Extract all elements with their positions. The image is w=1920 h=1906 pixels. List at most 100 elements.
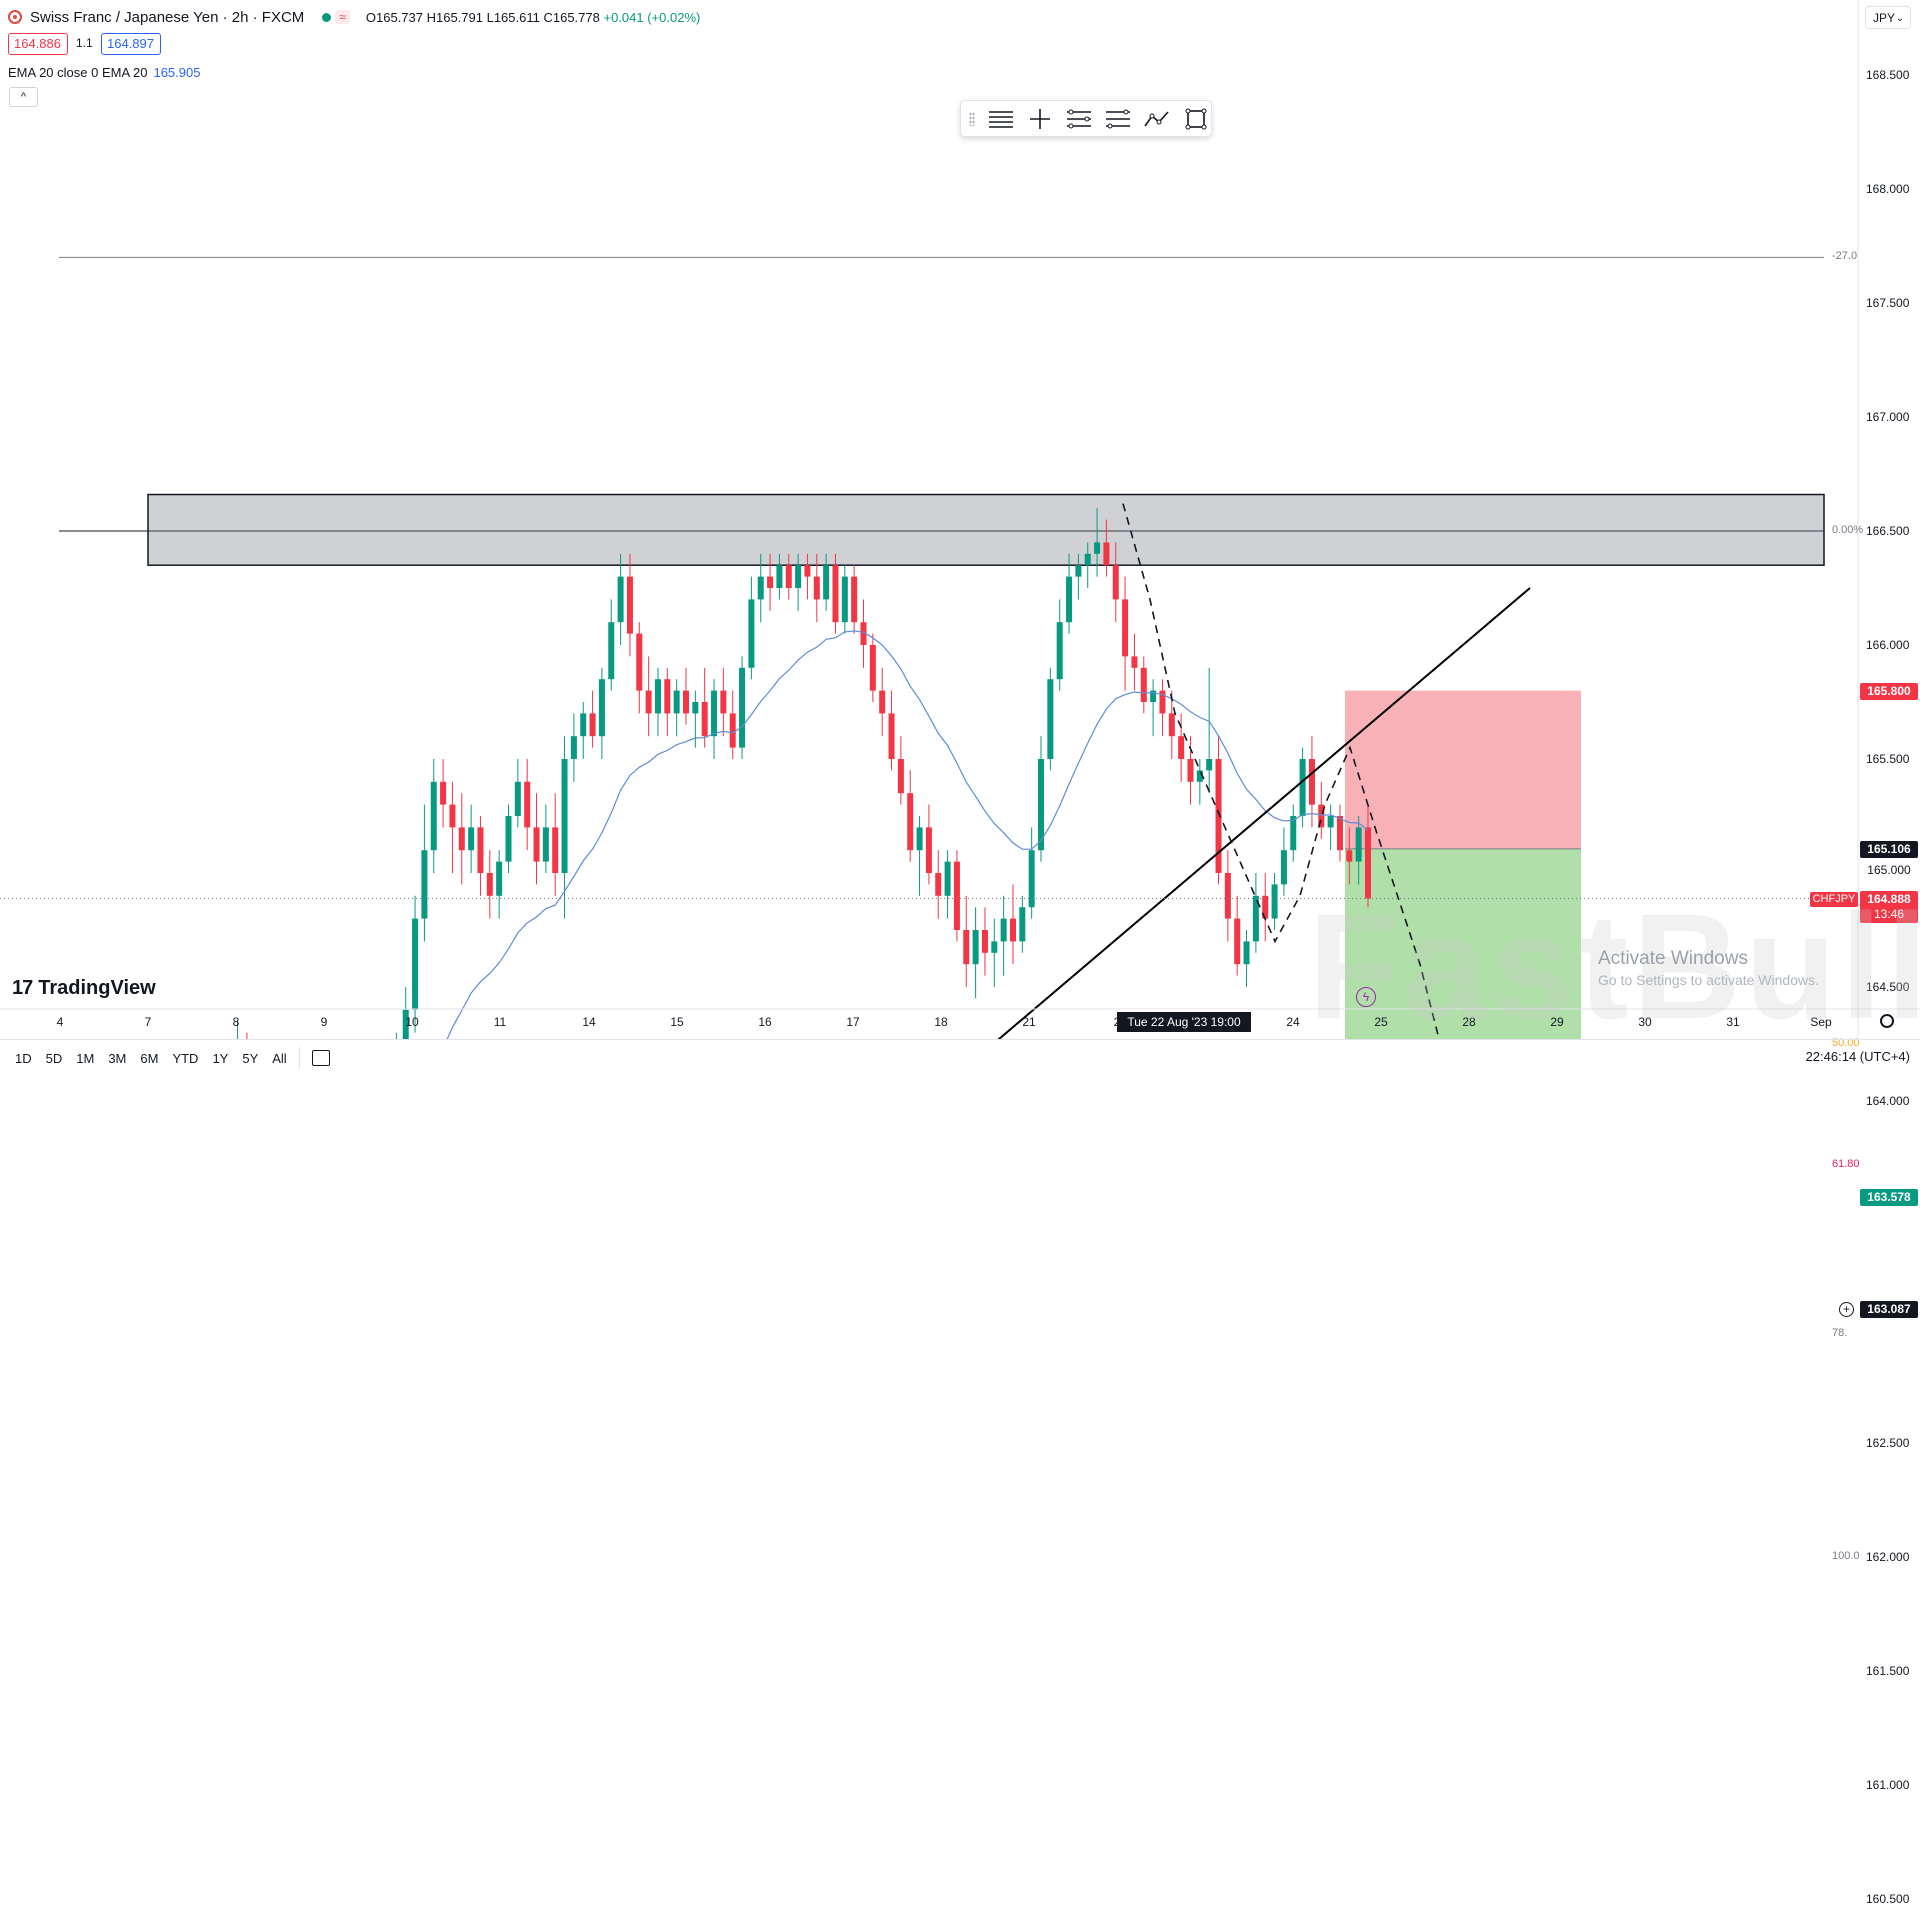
candle-body	[1206, 759, 1213, 771]
candle-body	[589, 713, 596, 737]
timeframe-1d[interactable]: 1D	[15, 1050, 32, 1066]
watermark-logo: FastBull	[1308, 882, 1920, 1050]
candle-body	[1355, 827, 1362, 862]
x-axis-tick: 8	[232, 1015, 240, 1029]
drawing-toolbar[interactable]	[960, 100, 1212, 137]
candle-body	[1243, 941, 1250, 965]
tradingview-logo[interactable]: 17 TradingView	[12, 977, 156, 1000]
timeframe-3m[interactable]: 3M	[108, 1050, 127, 1066]
chevron-down-icon: ⌄	[1895, 13, 1904, 24]
timeframe-all[interactable]: All	[272, 1050, 287, 1066]
gear-icon[interactable]	[1880, 1014, 1894, 1028]
calendar-icon[interactable]	[311, 1050, 330, 1066]
projected-path	[1122, 503, 1440, 1039]
candle-body	[981, 930, 988, 953]
candle-body	[477, 827, 484, 873]
price-chart[interactable]	[0, 0, 1920, 1039]
candle-body	[897, 759, 904, 794]
symbol-title[interactable]: Swiss Franc / Japanese Yen · 2h · FXCM	[30, 8, 305, 26]
candle-body	[748, 599, 755, 668]
candle-body	[496, 861, 503, 896]
fib-channel-icon[interactable]	[1105, 106, 1131, 132]
candle-body	[841, 576, 848, 623]
clock-readout[interactable]: 22:46:14 (UTC+4)	[1805, 1049, 1910, 1064]
x-axis-tick: 31	[1726, 1015, 1740, 1029]
data-status-icon[interactable]: ≈	[335, 10, 350, 24]
fib-level-label: 50.00	[1832, 1037, 1860, 1049]
timeframe-1m[interactable]: 1M	[76, 1050, 95, 1066]
path-icon[interactable]	[1144, 106, 1170, 132]
candle-body	[617, 576, 624, 623]
candle-body	[1019, 907, 1026, 942]
buy-price-button[interactable]: 164.897	[101, 33, 161, 55]
currency-select[interactable]: JPY ⌄	[1865, 6, 1911, 29]
current-price-label: 164.888	[1860, 890, 1918, 908]
timeframe-5d[interactable]: 5D	[45, 1050, 63, 1066]
y-axis-tick: 160.500	[1866, 1892, 1910, 1906]
candle-body	[1262, 895, 1269, 919]
candle-body	[1308, 759, 1315, 805]
candle-body	[1056, 622, 1063, 680]
timeframe-ytd[interactable]: YTD	[172, 1050, 199, 1066]
candle-body	[776, 565, 783, 588]
candle-body	[608, 622, 615, 680]
candle-body	[869, 645, 876, 691]
horizontal-lines-icon[interactable]	[988, 106, 1014, 132]
candle-body	[692, 702, 699, 714]
candle-body	[1150, 690, 1157, 702]
rectangle-icon[interactable]	[1183, 106, 1209, 132]
candle-body	[1299, 759, 1306, 816]
candle-body	[1365, 827, 1371, 899]
candle-body	[823, 565, 830, 600]
x-axis-tick: 7	[144, 1015, 152, 1029]
y-axis-tick: 168.000	[1866, 182, 1910, 196]
collapse-legend-button[interactable]: ^	[9, 87, 38, 107]
fib-level-label: 100.0	[1832, 1550, 1860, 1562]
candle-body	[598, 679, 605, 737]
lightning-icon[interactable]: ϟ	[1356, 987, 1376, 1007]
candle-body	[813, 576, 820, 600]
sell-price-button[interactable]: 164.886	[8, 33, 68, 55]
ema-legend[interactable]: EMA 20 close 0 EMA 20 165.905	[8, 65, 200, 80]
x-axis-tick: 11	[493, 1015, 507, 1029]
candle-body	[953, 861, 960, 930]
x-axis-tick: 4	[56, 1015, 64, 1029]
fib-level-label: 61.80	[1832, 1157, 1860, 1170]
candle-body	[1009, 918, 1016, 942]
entry-price-label: 165.106	[1860, 840, 1918, 858]
y-axis-tick: 167.500	[1866, 296, 1910, 310]
y-axis-tick: 168.500	[1866, 68, 1910, 82]
candle-body	[1066, 576, 1073, 623]
candle-body	[1168, 713, 1175, 737]
x-axis-tick: 30	[1638, 1015, 1652, 1029]
timeframe-5y[interactable]: 5Y	[242, 1050, 259, 1066]
x-axis-tick: 17	[846, 1015, 860, 1029]
ema-line	[446, 630, 1369, 1039]
x-axis-tick: 10	[405, 1015, 419, 1029]
crosshair-price-label: 163.087	[1860, 1301, 1918, 1319]
x-axis-tick: 16	[758, 1015, 772, 1029]
candle-body	[524, 781, 531, 828]
crosshair-icon[interactable]	[1027, 106, 1053, 132]
tradingview-mark-icon: 17	[12, 977, 33, 999]
trendline	[997, 587, 1531, 1039]
candle-body	[421, 850, 428, 919]
candle-body	[505, 816, 512, 862]
candle-body	[944, 861, 951, 896]
timeframe-1y[interactable]: 1Y	[212, 1050, 229, 1066]
bottom-toolbar: 1D 5D 1M 3M 6M YTD 1Y 5Y All	[0, 1039, 1920, 1076]
x-axis-tick: 24	[1286, 1015, 1300, 1029]
timeframe-6m[interactable]: 6M	[140, 1050, 159, 1066]
candle-body	[767, 576, 774, 588]
parallel-channel-icon[interactable]	[1066, 106, 1092, 132]
candle-body	[729, 713, 736, 748]
currency-label: JPY	[1873, 11, 1896, 25]
candle-body	[1075, 565, 1082, 577]
entry-hidden-label: 165.000	[1860, 862, 1918, 879]
add-alert-icon[interactable]: +	[1839, 1302, 1854, 1318]
drag-handle-icon[interactable]	[969, 111, 975, 126]
candle-body	[711, 690, 718, 737]
reward-zone	[1345, 848, 1581, 1039]
candle-body	[552, 827, 559, 873]
symbol-header[interactable]: Swiss Franc / Japanese Yen · 2h · FXCM ≈…	[8, 6, 700, 28]
